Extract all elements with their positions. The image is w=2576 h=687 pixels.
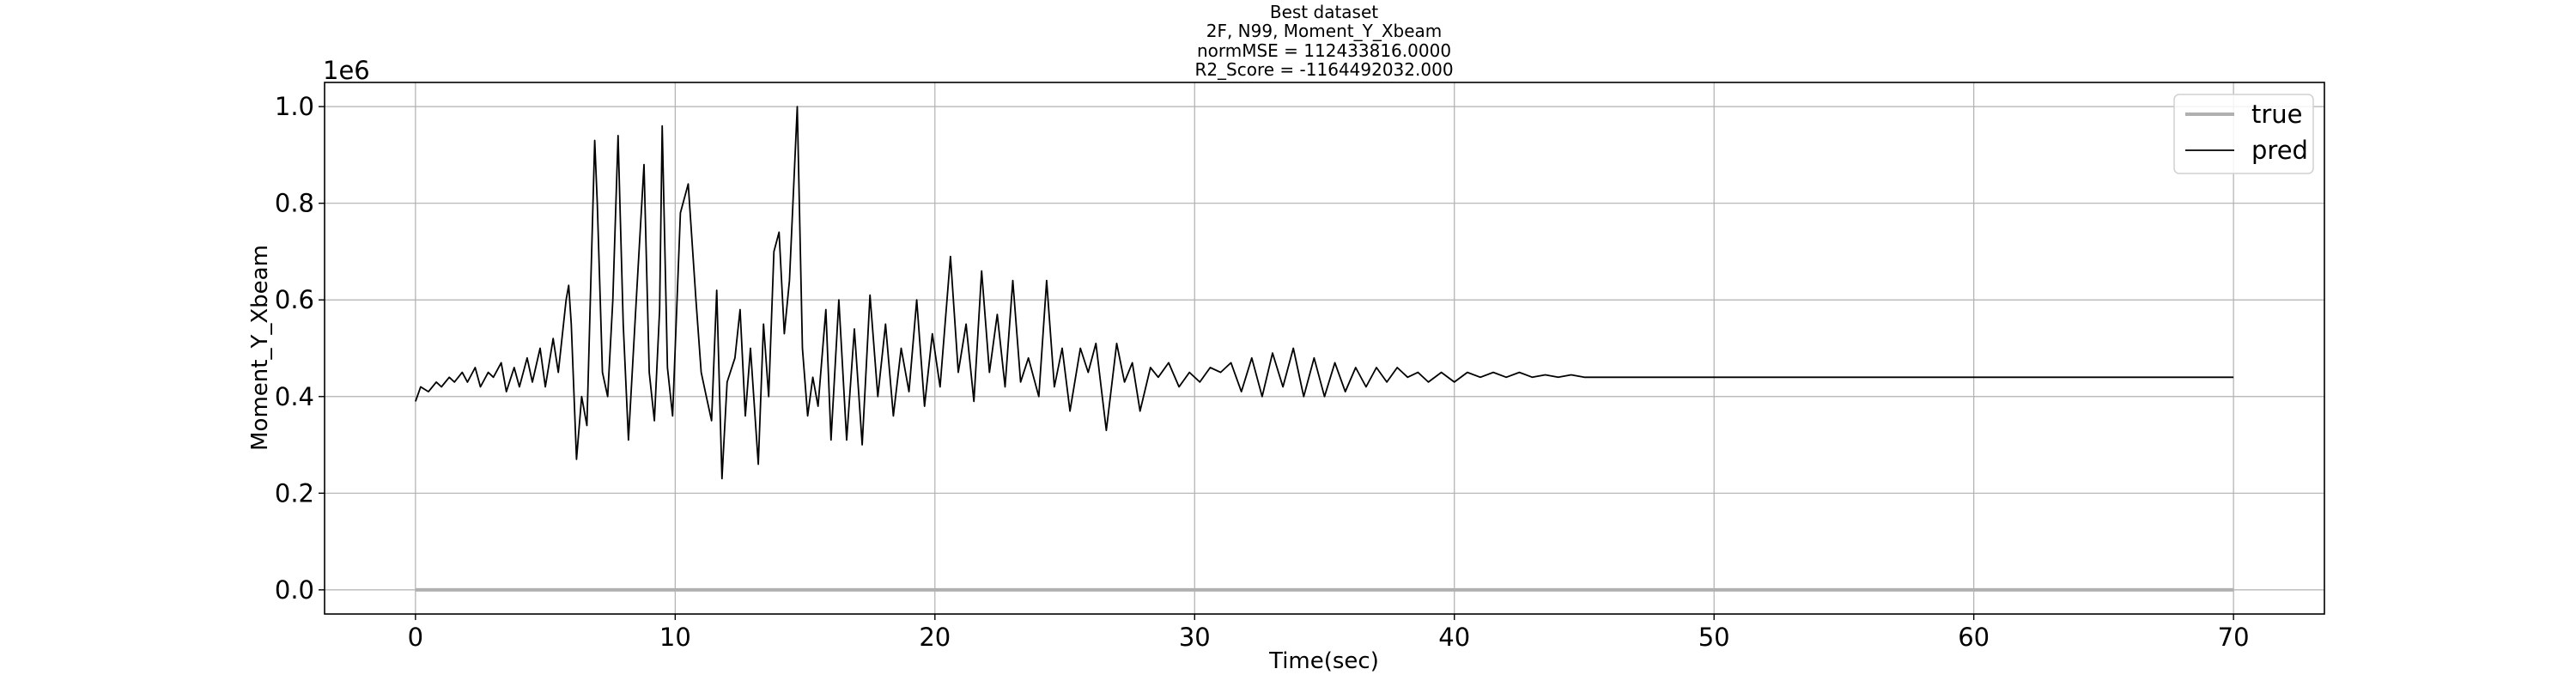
x-axis-label: Time(sec) xyxy=(1268,648,1379,674)
x-tick-label: 50 xyxy=(1698,623,1730,652)
legend-label-pred: pred xyxy=(2251,136,2308,165)
y-tick-label: 0.8 xyxy=(275,189,314,218)
series-line-pred xyxy=(415,106,2234,480)
x-tick-label: 40 xyxy=(1438,623,1470,652)
x-tick-label: 20 xyxy=(919,623,951,652)
x-tick-label: 60 xyxy=(1958,623,1990,652)
plot-frame xyxy=(324,82,2325,615)
title-line-3: normMSE = 112433816.0000 xyxy=(1197,40,1451,61)
title-line-2: 2F, N99, Moment_Y_Xbeam xyxy=(1206,21,1443,41)
x-tick-label: 70 xyxy=(2218,623,2250,652)
y-tick-label: 0.4 xyxy=(275,382,314,411)
legend-label-true: true xyxy=(2251,100,2303,129)
title-line-1: Best dataset xyxy=(1270,2,1378,22)
y-tick-label: 0.0 xyxy=(275,575,314,605)
y-tick-label: 0.2 xyxy=(275,478,314,508)
x-axis: 0 10 20 30 40 50 60 70 xyxy=(408,614,2250,652)
y-offset-label: 1e6 xyxy=(323,56,370,85)
y-tick-label: 0.6 xyxy=(275,285,314,314)
grid xyxy=(325,82,2324,614)
x-tick-label: 10 xyxy=(659,623,691,652)
title-line-4: R2_Score = -1164492032.000 xyxy=(1194,59,1453,80)
y-axis: 0.0 0.2 0.4 0.6 0.8 1.0 xyxy=(275,92,325,605)
x-tick-label: 30 xyxy=(1179,623,1211,652)
series-layer xyxy=(415,106,2234,592)
legend: true pred xyxy=(2173,94,2314,174)
y-axis-label: Moment_Y_Xbeam xyxy=(247,245,273,451)
y-tick-label: 1.0 xyxy=(275,92,314,121)
chart-title: Best dataset 2F, N99, Moment_Y_Xbeam nor… xyxy=(1194,2,1453,80)
x-tick-label: 0 xyxy=(408,623,423,652)
